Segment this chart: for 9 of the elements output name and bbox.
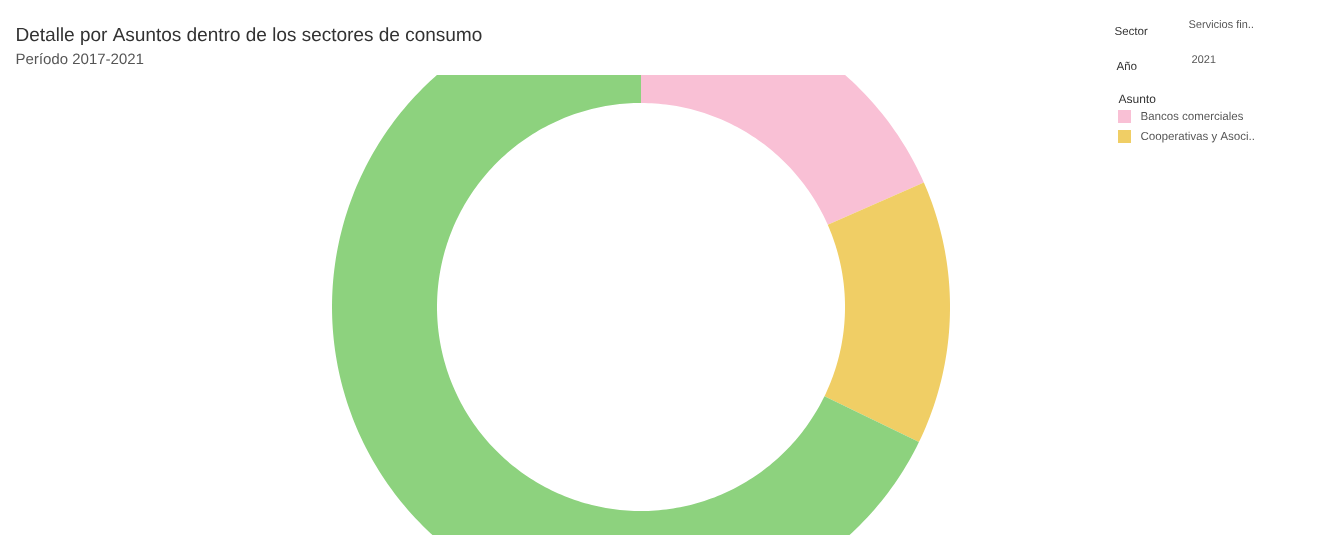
legend-label: Bancos comerciales: [1141, 111, 1243, 121]
text: Período 2017-2021: [16, 52, 144, 65]
chart-title: Detalle por Asuntos dentro de los sectores de consumo: [17, 27, 482, 45]
legend-title: Asunto: [1118, 94, 1156, 104]
text: Servicios fin..: [1189, 20, 1253, 29]
text: 2021: [1192, 55, 1216, 64]
legend-label: Cooperativas y Asoci..: [1141, 131, 1254, 143]
text: Sector: [1115, 26, 1148, 36]
text: Año: [1116, 61, 1137, 71]
